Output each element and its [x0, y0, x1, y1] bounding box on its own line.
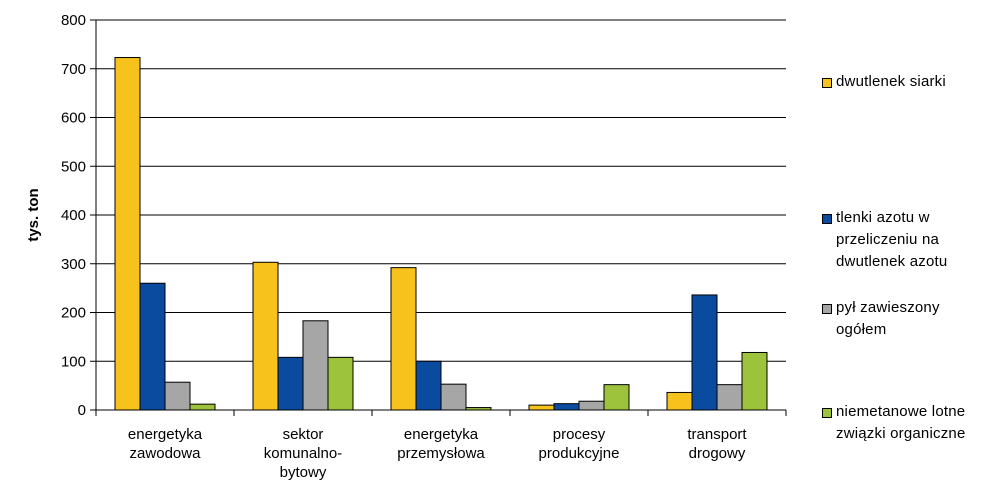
axes	[95, 20, 786, 411]
bar-2-2	[277, 356, 304, 411]
bar-2-5	[691, 294, 718, 411]
x-category-label: transport drogowy	[687, 426, 747, 462]
legend-label: dwutlenek siarki	[836, 73, 946, 90]
bar-4-1	[189, 403, 216, 411]
y-tick-label: 0	[78, 402, 86, 419]
y-tick-label: 400	[61, 207, 86, 224]
legend-label: pył zawieszony ogółem	[836, 299, 940, 338]
y-tick-label: 500	[61, 158, 86, 175]
bar-1-3	[390, 267, 417, 411]
x-category-label: energetyka przemysłowa	[397, 426, 485, 462]
legend-item-dwutlenek-siarki: dwutlenek siarki	[822, 71, 980, 93]
y-tick-label: 300	[61, 256, 86, 273]
bar-4-5	[741, 351, 768, 411]
bar-3-4	[578, 400, 605, 411]
y-tick-label: 600	[61, 110, 86, 127]
bar-2-4	[553, 403, 580, 411]
bar-3-1	[164, 381, 191, 411]
bar-1-2	[252, 261, 279, 411]
bar-4-4	[603, 384, 630, 411]
bar-4-2	[327, 356, 354, 411]
legend-label: tlenki azotu w przeliczeniu na dwutlenek…	[836, 209, 948, 270]
bars	[114, 57, 768, 411]
bar-3-3	[440, 383, 467, 411]
bar-chart: 0 100 200 300 400 500 600 700 800 energetyka zawo…	[25, 12, 787, 481]
x-category-labels: energetyka zawodowa sektor komunalno-bytowy…	[95, 410, 787, 481]
legend-swatch-icon	[822, 408, 832, 418]
legend-swatch-icon	[822, 78, 832, 88]
grid-lines	[90, 19, 786, 411]
y-tick-label: 800	[61, 12, 86, 29]
legend-item-niemetanowe-lzo: niemetanowe lotne związki organiczne	[822, 401, 980, 445]
legend-label: niemetanowe lotne związki organiczne	[836, 403, 966, 442]
bar-1-4	[528, 404, 555, 411]
legend-item-pyl-zawieszony: pył zawieszony ogółem	[822, 297, 980, 341]
bar-3-2	[302, 320, 329, 411]
bar-2-3	[415, 360, 442, 411]
y-tick-label: 200	[61, 305, 86, 322]
bar-1-1	[114, 57, 141, 411]
legend-item-tlenki-azotu: tlenki azotu w przeliczeniu na dwutlenek…	[822, 207, 980, 273]
y-tick-labels: 0 100 200 300 400 500 600 700 800	[61, 12, 86, 419]
legend-swatch-icon	[822, 214, 832, 224]
y-tick-label: 100	[61, 353, 86, 370]
x-category-label: sektor komunalno-bytowy	[264, 426, 342, 481]
bar-3-5	[716, 384, 743, 411]
legend-swatch-icon	[822, 304, 832, 314]
x-category-label: procesy produkcyjne	[539, 426, 620, 462]
bar-2-1	[139, 282, 166, 411]
y-axis-title: tys. ton	[25, 188, 42, 241]
y-tick-label: 700	[61, 61, 86, 78]
bar-1-5	[666, 391, 693, 411]
x-category-label: energetyka zawodowa	[128, 426, 203, 462]
